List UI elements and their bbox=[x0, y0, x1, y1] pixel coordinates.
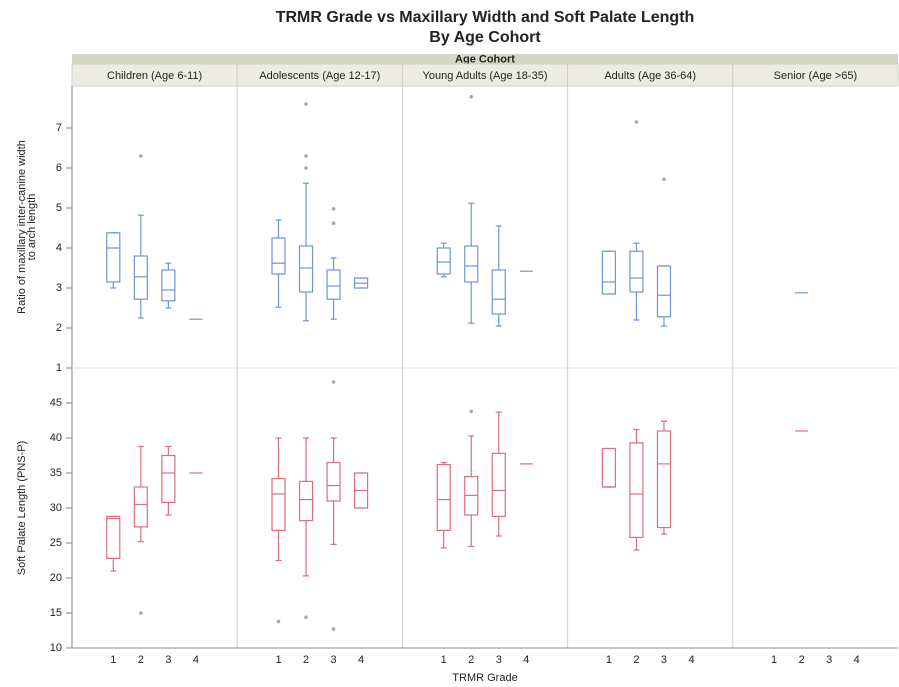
box bbox=[601, 250, 617, 295]
outlier bbox=[304, 102, 308, 106]
x-tick-label: 1 bbox=[606, 654, 612, 666]
x-tick-label: 4 bbox=[854, 654, 860, 666]
y-tick-label: 5 bbox=[56, 202, 62, 214]
chart-title: TRMR Grade vs Maxillary Width and Soft P… bbox=[276, 9, 695, 26]
panel-label: Adults (Age 36-64) bbox=[604, 70, 696, 82]
outlier bbox=[469, 95, 474, 99]
outlier bbox=[304, 166, 308, 170]
x-axis-label: TRMR Grade bbox=[452, 672, 517, 684]
x-tick-label: 4 bbox=[523, 654, 529, 666]
x-tick-label: 2 bbox=[138, 654, 144, 666]
y-tick-label: 25 bbox=[50, 537, 62, 549]
y-axis-label: to arch length bbox=[26, 194, 38, 261]
box bbox=[133, 486, 148, 528]
panel-label: Adolescents (Age 12-17) bbox=[259, 70, 380, 82]
box bbox=[629, 250, 644, 293]
box bbox=[106, 232, 121, 283]
outlier bbox=[331, 221, 336, 225]
facet-header bbox=[72, 54, 898, 64]
x-tick-label: 3 bbox=[165, 654, 171, 666]
outlier bbox=[304, 154, 308, 158]
x-tick-label: 2 bbox=[799, 654, 805, 666]
x-tick-label: 1 bbox=[441, 654, 447, 666]
outlier bbox=[304, 615, 308, 619]
y-tick-label: 15 bbox=[50, 607, 62, 619]
box bbox=[629, 442, 644, 538]
y-tick-label: 30 bbox=[50, 502, 62, 514]
panel-header bbox=[732, 63, 899, 87]
x-tick-label: 4 bbox=[688, 654, 694, 666]
box bbox=[464, 245, 479, 283]
box bbox=[491, 452, 506, 517]
box bbox=[298, 245, 314, 293]
x-tick-label: 2 bbox=[633, 654, 639, 666]
outlier bbox=[662, 177, 666, 181]
x-tick-label: 3 bbox=[331, 654, 337, 666]
box bbox=[601, 447, 617, 488]
box bbox=[326, 269, 341, 300]
box bbox=[491, 269, 506, 315]
outlier bbox=[469, 409, 474, 414]
chart-subtitle: By Age Cohort bbox=[429, 29, 541, 46]
x-tick-label: 2 bbox=[303, 654, 309, 666]
y-tick-label: 3 bbox=[56, 282, 62, 294]
panel-label: Children (Age 6-11) bbox=[107, 70, 202, 82]
box bbox=[436, 464, 451, 532]
y-tick-label: 20 bbox=[50, 572, 62, 584]
y-tick-label: 4 bbox=[56, 242, 62, 254]
outlier bbox=[139, 611, 143, 615]
x-tick-label: 1 bbox=[110, 654, 116, 666]
y-axis-label: Soft Palate Length (PNS-P) bbox=[16, 441, 28, 576]
panel-label: Young Adults (Age 18-35) bbox=[423, 70, 548, 82]
outlier bbox=[139, 154, 143, 158]
x-tick-label: 4 bbox=[358, 654, 364, 666]
x-tick-label: 1 bbox=[771, 654, 777, 666]
y-tick-label: 1 bbox=[56, 362, 62, 374]
box bbox=[133, 255, 148, 300]
outlier bbox=[331, 207, 336, 211]
box bbox=[436, 247, 451, 275]
outlier bbox=[331, 627, 336, 631]
x-tick-label: 3 bbox=[661, 654, 667, 666]
outlier bbox=[634, 120, 639, 124]
outlier bbox=[276, 619, 281, 624]
x-tick-label: 2 bbox=[468, 654, 474, 666]
box bbox=[326, 461, 341, 502]
box bbox=[271, 237, 286, 275]
y-tick-label: 35 bbox=[50, 467, 62, 479]
box bbox=[271, 478, 286, 532]
panel-label: Senior (Age >65) bbox=[774, 70, 857, 82]
x-tick-label: 4 bbox=[193, 654, 199, 666]
y-tick-label: 40 bbox=[50, 432, 62, 444]
x-tick-label: 1 bbox=[275, 654, 281, 666]
box bbox=[106, 515, 121, 560]
facet-label: Age Cohort bbox=[455, 53, 515, 65]
y-tick-label: 2 bbox=[56, 322, 62, 334]
box bbox=[298, 480, 314, 522]
box bbox=[656, 430, 672, 529]
box bbox=[656, 265, 672, 318]
y-tick-label: 45 bbox=[50, 397, 62, 409]
outlier bbox=[331, 380, 336, 384]
box bbox=[161, 454, 176, 504]
y-axis-label: Ratio of maxillary inter-canine width bbox=[16, 140, 28, 314]
x-tick-label: 3 bbox=[496, 654, 502, 666]
box bbox=[161, 269, 176, 302]
y-tick-label: 10 bbox=[50, 642, 62, 654]
y-tick-label: 6 bbox=[56, 162, 62, 174]
y-tick-label: 7 bbox=[56, 122, 62, 134]
x-tick-label: 3 bbox=[826, 654, 832, 666]
